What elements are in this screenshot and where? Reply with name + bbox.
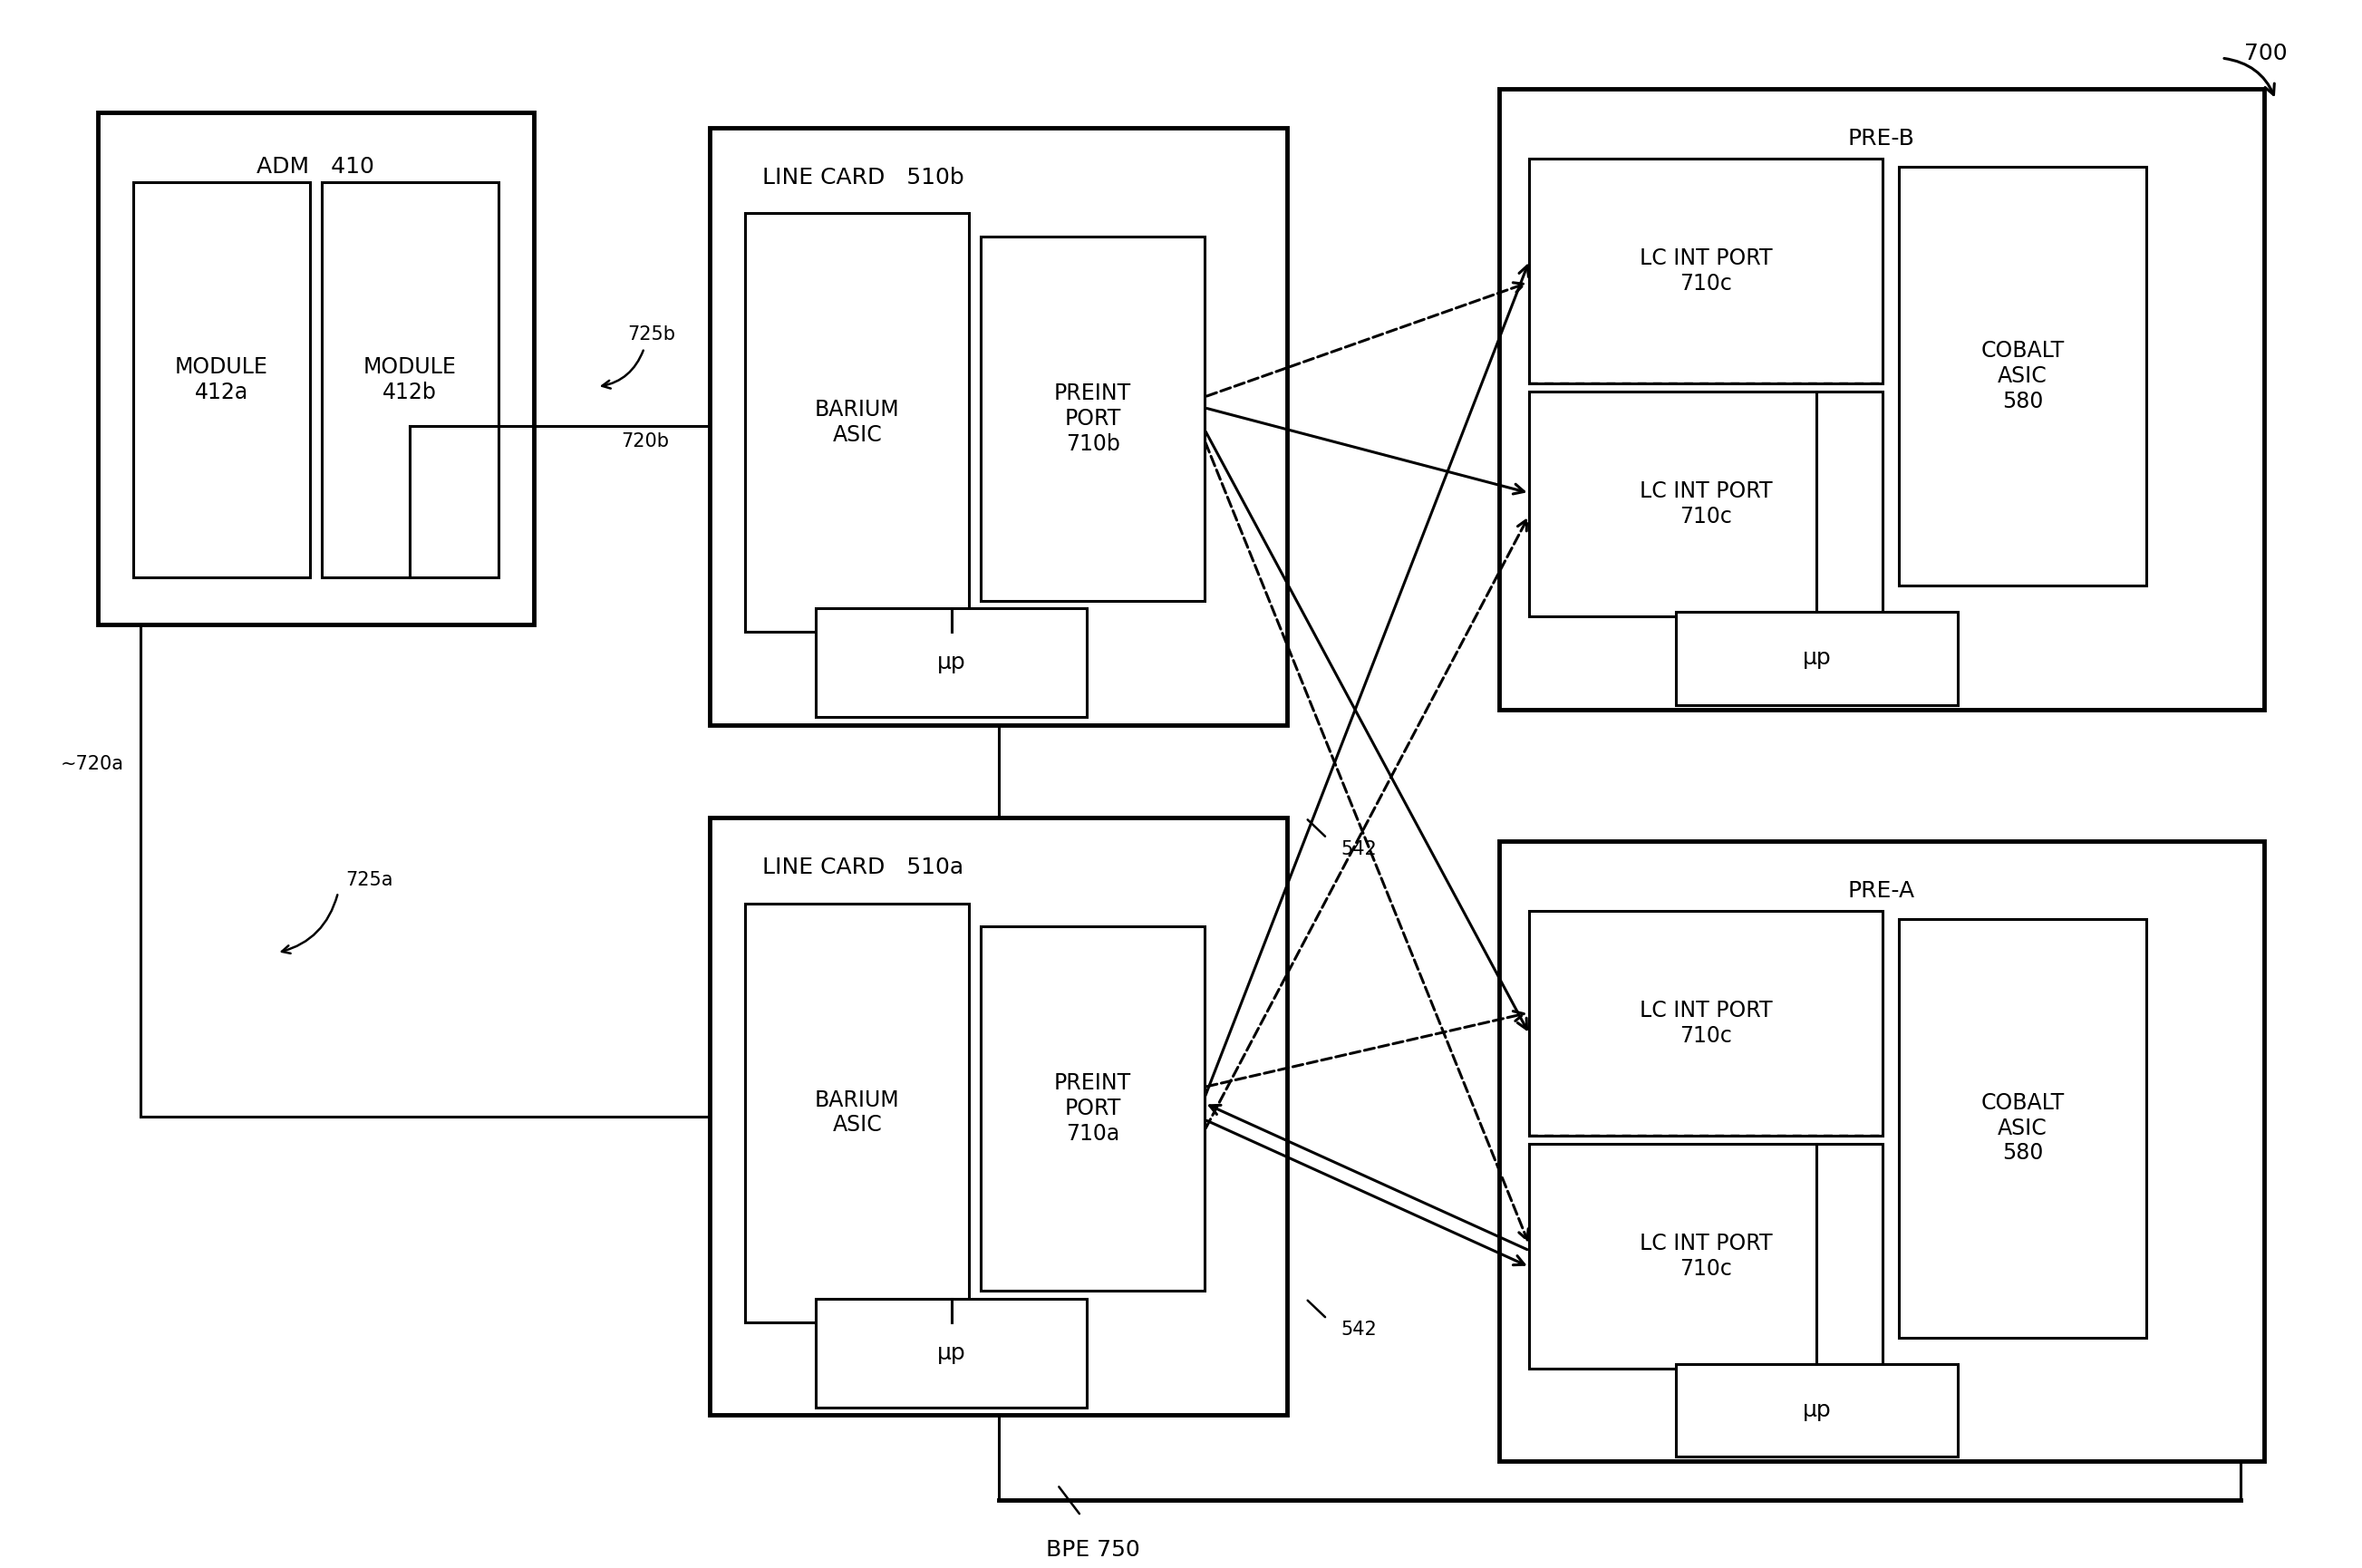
Text: PREINT
PORT
710b: PREINT PORT 710b [1053, 383, 1131, 455]
FancyBboxPatch shape [1500, 840, 2265, 1461]
Text: MODULE
412a: MODULE 412a [175, 356, 269, 403]
FancyBboxPatch shape [132, 182, 309, 577]
Text: BARIUM
ASIC: BARIUM ASIC [815, 398, 900, 445]
FancyBboxPatch shape [1899, 166, 2147, 585]
FancyBboxPatch shape [1531, 158, 1883, 384]
FancyBboxPatch shape [711, 818, 1287, 1414]
FancyBboxPatch shape [1500, 89, 2265, 709]
Text: ADM   410: ADM 410 [257, 155, 376, 177]
FancyBboxPatch shape [1675, 1364, 1958, 1457]
Text: BPE 750: BPE 750 [1046, 1540, 1138, 1560]
FancyBboxPatch shape [1531, 1143, 1883, 1369]
FancyBboxPatch shape [321, 182, 498, 577]
FancyBboxPatch shape [815, 608, 1087, 717]
Text: LINE CARD   510b: LINE CARD 510b [763, 166, 964, 188]
Text: PREINT
PORT
710a: PREINT PORT 710a [1053, 1073, 1131, 1145]
FancyBboxPatch shape [1675, 612, 1958, 704]
Text: μp: μp [1802, 648, 1831, 670]
Text: LINE CARD   510a: LINE CARD 510a [763, 856, 964, 878]
Text: 700: 700 [2244, 42, 2286, 64]
Text: 542: 542 [1342, 840, 1377, 858]
Text: COBALT
ASIC
580: COBALT ASIC 580 [1982, 340, 2064, 412]
Text: ~720a: ~720a [61, 754, 123, 773]
FancyBboxPatch shape [97, 113, 534, 624]
Text: PRE-B: PRE-B [1847, 129, 1916, 149]
Text: LC INT PORT
710c: LC INT PORT 710c [1639, 1000, 1772, 1047]
Text: BARIUM
ASIC: BARIUM ASIC [815, 1090, 900, 1137]
Text: PRE-A: PRE-A [1847, 880, 1916, 902]
Text: MODULE
412b: MODULE 412b [364, 356, 456, 403]
FancyBboxPatch shape [1899, 919, 2147, 1338]
Text: 542: 542 [1342, 1320, 1377, 1339]
Text: 725a: 725a [345, 870, 392, 889]
FancyBboxPatch shape [980, 927, 1205, 1290]
Text: LC INT PORT
710c: LC INT PORT 710c [1639, 248, 1772, 295]
FancyBboxPatch shape [711, 129, 1287, 724]
FancyBboxPatch shape [746, 213, 968, 632]
FancyBboxPatch shape [1531, 392, 1883, 616]
FancyBboxPatch shape [746, 903, 968, 1322]
Text: μp: μp [938, 652, 966, 674]
Text: LC INT PORT
710c: LC INT PORT 710c [1639, 480, 1772, 527]
Text: LC INT PORT
710c: LC INT PORT 710c [1639, 1232, 1772, 1279]
FancyBboxPatch shape [980, 237, 1205, 601]
FancyBboxPatch shape [1531, 911, 1883, 1135]
FancyBboxPatch shape [815, 1298, 1087, 1406]
Text: 720b: 720b [621, 433, 668, 450]
Text: μp: μp [1802, 1400, 1831, 1421]
Text: 725b: 725b [628, 325, 676, 343]
Text: μp: μp [938, 1342, 966, 1364]
Text: COBALT
ASIC
580: COBALT ASIC 580 [1982, 1091, 2064, 1163]
